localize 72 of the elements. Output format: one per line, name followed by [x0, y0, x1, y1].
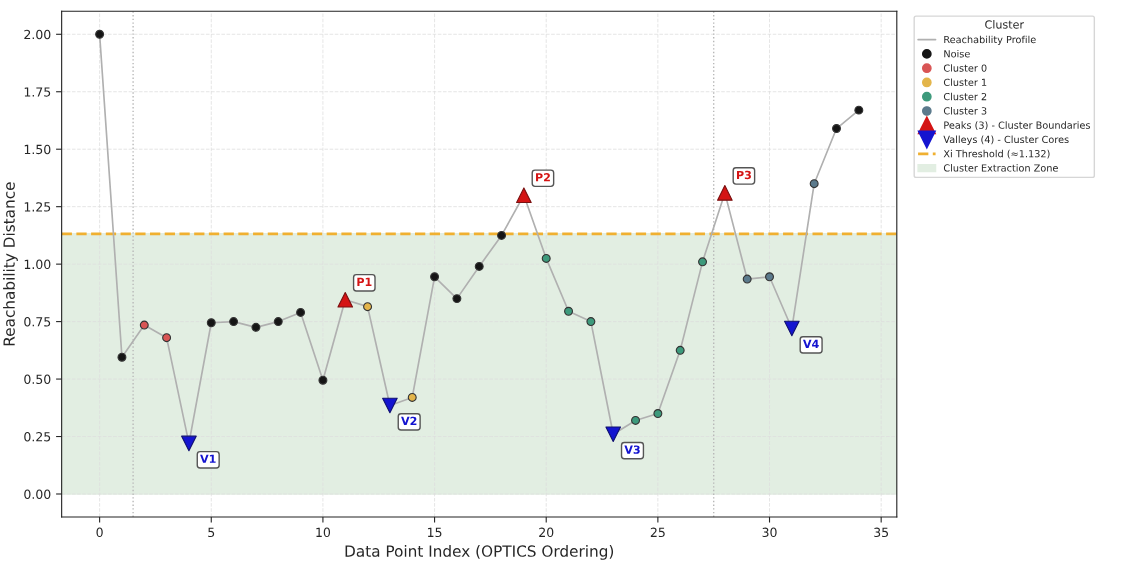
legend-label: Xi Threshold (≈1.132): [943, 149, 1050, 159]
point: [784, 320, 800, 337]
annotation: V1: [200, 454, 216, 463]
point: [296, 307, 306, 317]
x-tick-label: 20: [539, 527, 554, 538]
legend-label: Noise: [944, 49, 970, 58]
point: [653, 409, 663, 419]
x-tick-label: 10: [316, 527, 331, 538]
legend-label: Cluster 0: [943, 64, 987, 72]
point: [452, 294, 462, 304]
point: [631, 415, 641, 425]
point: [117, 352, 127, 362]
x-tick-label: 0: [96, 527, 103, 538]
y-tick-label: 0.75: [24, 317, 51, 327]
x-tick-label: 15: [427, 527, 442, 538]
y-tick-label: 0.50: [24, 374, 51, 384]
point: [541, 253, 551, 263]
annotation: P2: [536, 173, 550, 182]
point: [698, 257, 708, 267]
point: [564, 306, 574, 316]
point: [832, 124, 841, 134]
point: [717, 185, 733, 201]
point: [407, 392, 417, 402]
y-tick-label: 0.00: [24, 489, 51, 499]
x-tick-label: 30: [762, 527, 777, 538]
legend-label: Cluster 2: [943, 92, 987, 101]
point: [516, 187, 532, 204]
x-axis-title: Data Point Index (OPTICS Ordering): [345, 545, 614, 560]
point: [497, 230, 507, 240]
legend-label: Valleys (4) - Cluster Cores: [943, 135, 1069, 145]
point: [765, 272, 775, 282]
x-tick-label: 25: [650, 527, 665, 538]
y-tick-label: 0.25: [24, 432, 51, 442]
point: [382, 397, 398, 414]
point: [206, 318, 216, 328]
y-tick-label: 1.00: [24, 259, 51, 270]
legend-label: Cluster 1: [943, 78, 987, 86]
annotation: V4: [803, 339, 819, 348]
point: [809, 179, 819, 189]
point: [854, 105, 864, 115]
point: [605, 426, 622, 443]
point: [363, 302, 373, 312]
y-tick-label: 2.00: [24, 29, 51, 40]
legend-label: Peaks (3) - Cluster Boundaries: [944, 121, 1090, 130]
x-tick-label: 35: [874, 527, 889, 538]
legend-title: Cluster: [985, 20, 1024, 29]
annotation: P1: [357, 277, 372, 286]
legend-label: Cluster 3: [943, 107, 987, 115]
legend-label: Cluster Extraction Zone: [943, 164, 1058, 172]
annotation: V3: [624, 445, 640, 454]
y-tick-label: 1.50: [24, 144, 51, 155]
annotation: P3: [736, 170, 751, 180]
annotation: V2: [401, 416, 417, 425]
point: [251, 322, 261, 332]
y-tick-label: 1.25: [24, 202, 51, 212]
point: [139, 320, 149, 330]
point: [474, 261, 484, 271]
point: [181, 435, 197, 452]
y-axis-title: Reachability Distance: [3, 182, 18, 346]
point: [742, 274, 752, 284]
point: [273, 317, 283, 327]
point: [675, 345, 685, 355]
point: [586, 317, 596, 327]
point: [430, 272, 440, 282]
point: [229, 317, 239, 327]
point: [337, 291, 354, 308]
y-tick-label: 1.75: [24, 87, 51, 97]
point: [162, 333, 172, 343]
point: [95, 29, 105, 39]
point: [318, 375, 328, 385]
x-tick-label: 5: [208, 527, 215, 538]
legend-label: Reachability Profile: [944, 35, 1036, 46]
